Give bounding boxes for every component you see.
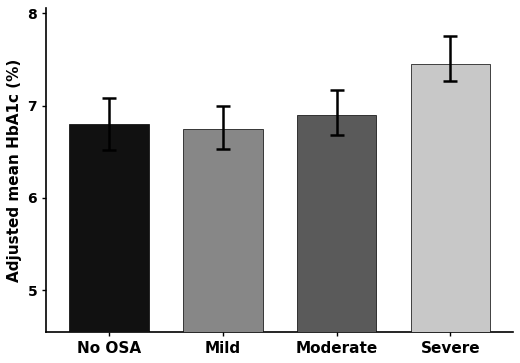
Bar (183, 129, 263, 363)
Bar (69, 124, 149, 363)
Bar (297, 115, 376, 363)
Bar (411, 64, 490, 363)
Y-axis label: Adjusted mean HbA1c (%): Adjusted mean HbA1c (%) (7, 58, 22, 282)
